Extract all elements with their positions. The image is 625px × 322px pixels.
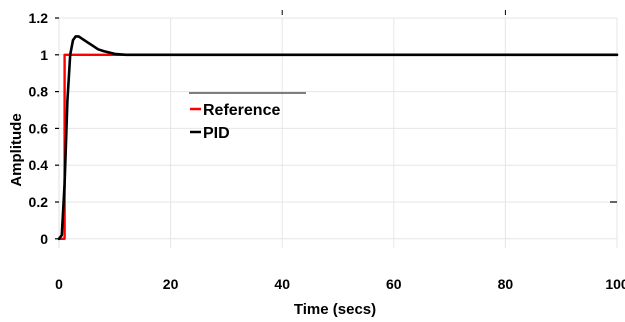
y-tick-label: 1 bbox=[40, 47, 48, 63]
y-tick-label: 0.8 bbox=[29, 84, 49, 100]
legend: Reference PID bbox=[189, 92, 306, 142]
y-tick-label: 0.4 bbox=[29, 157, 49, 173]
series-line-pid bbox=[57, 35, 619, 241]
y-tick-label: 0.2 bbox=[29, 194, 49, 210]
x-tick-label: 60 bbox=[386, 276, 402, 292]
legend-label-reference: Reference bbox=[203, 102, 280, 119]
y-tick-label: 0.6 bbox=[29, 120, 49, 136]
x-tick-label: 100 bbox=[605, 276, 625, 292]
series-lines bbox=[57, 35, 619, 241]
y-tick-label: 0 bbox=[40, 231, 48, 247]
legend-label-pid: PID bbox=[203, 125, 230, 142]
x-tick-label: 20 bbox=[163, 276, 179, 292]
x-axis-label: Time (secs) bbox=[294, 301, 376, 318]
series-line-reference bbox=[57, 53, 619, 240]
axes bbox=[55, 10, 617, 248]
x-tick-label: 80 bbox=[498, 276, 514, 292]
x-tick-label: 40 bbox=[274, 276, 290, 292]
x-tick-label: 0 bbox=[55, 276, 63, 292]
y-axis-label: Amplitude bbox=[8, 113, 25, 186]
grid bbox=[59, 17, 618, 248]
tick-labels: 0 0.2 0.4 0.6 0.8 1 1.2 0 20 40 60 80 100 bbox=[29, 10, 625, 292]
y-tick-label: 1.2 bbox=[29, 10, 49, 26]
